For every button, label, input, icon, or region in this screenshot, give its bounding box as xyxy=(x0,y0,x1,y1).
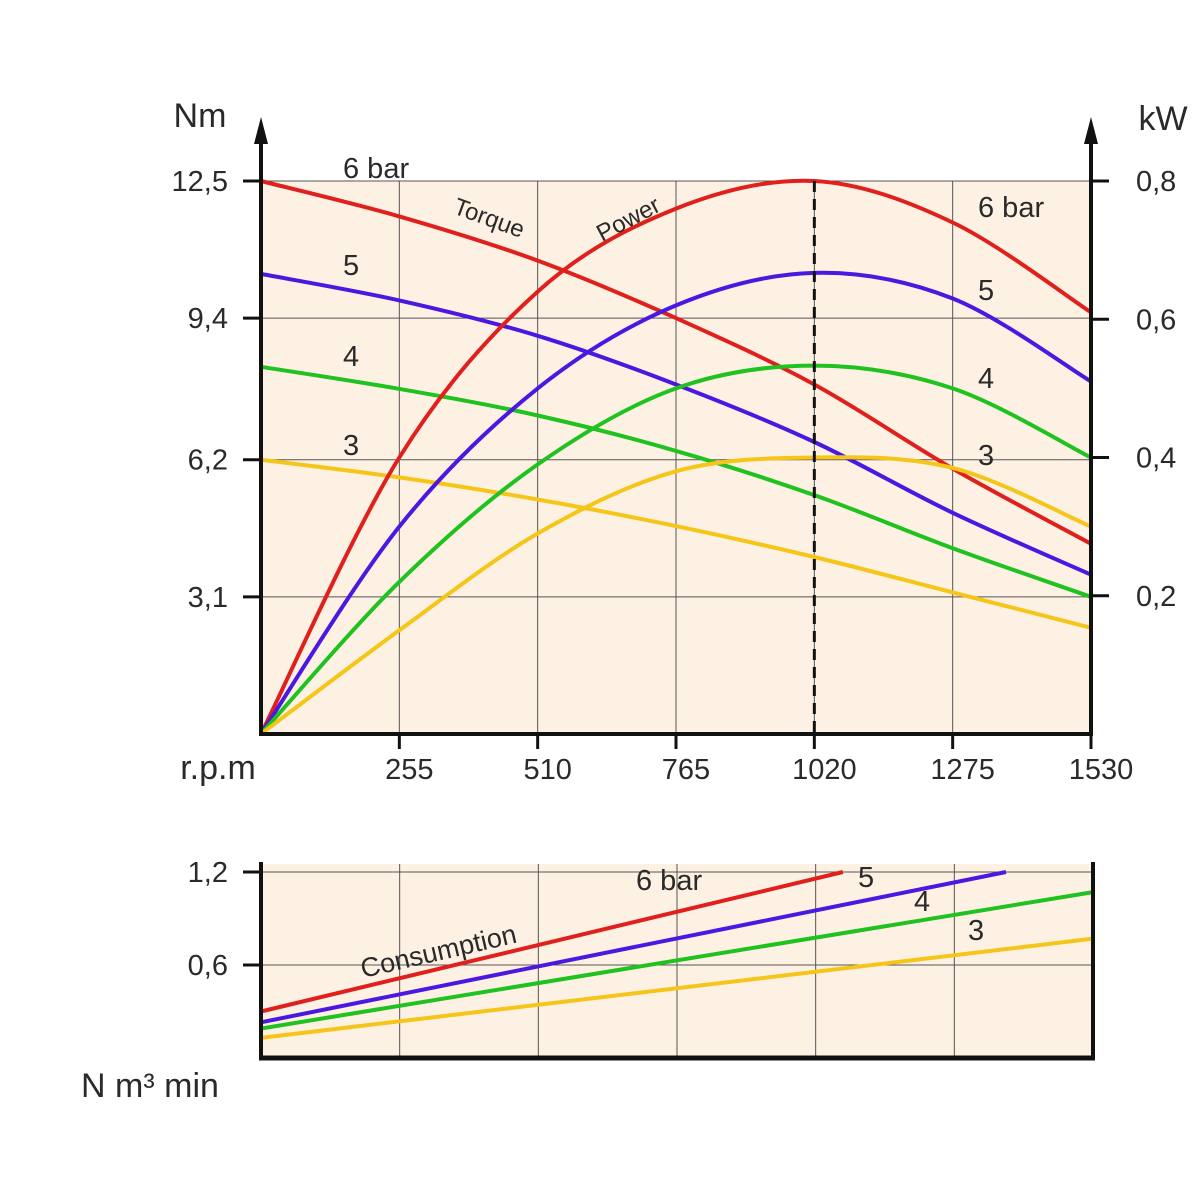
torque-label-6bar: 6 bar xyxy=(343,153,409,185)
torque-label-4: 4 xyxy=(343,341,359,373)
y-left-tick-label-1: 6,2 xyxy=(188,445,228,477)
power-label-5: 5 xyxy=(978,275,994,307)
consumption-line-0 xyxy=(260,870,844,1014)
y-right-tick-label-1: 0,4 xyxy=(1136,443,1176,475)
x-tick-label-5: 1530 xyxy=(1069,754,1134,786)
power-label-6bar: 6 bar xyxy=(978,192,1044,224)
consumption-label-3: 3 xyxy=(968,915,984,947)
consumption-curves xyxy=(260,870,1094,1040)
power-curve-1 xyxy=(259,270,1093,736)
power-curve-3 xyxy=(259,455,1092,736)
x-axis-label: r.p.m xyxy=(180,749,256,787)
consumption-line-1 xyxy=(260,870,1007,1025)
y-axis-left-label: Nm xyxy=(174,97,227,135)
torque-curve-3 xyxy=(260,457,1092,630)
y-right-tick-label-0: 0,2 xyxy=(1136,581,1176,613)
power-label-3: 3 xyxy=(978,440,994,472)
consumption-chart: 0,61,2 N m³ min 6 bar 5 4 3 Consumption xyxy=(81,857,1095,1105)
consumption-line-2 xyxy=(260,890,1094,1031)
x-tick-label-4: 1275 xyxy=(930,754,995,786)
consumption-axes xyxy=(259,862,1095,1061)
consumption-label-6bar: 6 bar xyxy=(636,865,702,897)
y-left-tick-label-3: 12,5 xyxy=(172,166,228,198)
main-curves xyxy=(259,178,1093,736)
torque-curve-1 xyxy=(260,271,1092,577)
torque-label-3: 3 xyxy=(343,430,359,462)
consumption-line-3 xyxy=(260,936,1094,1040)
main-chart: 255 510 765 1020 1275 1530 3,1 6,2 9,4 12,5 0,2 0,4… xyxy=(172,97,1188,787)
torque-curve-2 xyxy=(260,364,1092,599)
y-right-tick-label-2: 0,6 xyxy=(1136,304,1176,336)
power-curve-0 xyxy=(259,178,1093,735)
consumption-ticks: 0,6 1,2 xyxy=(188,857,261,982)
x-tick-label-1: 510 xyxy=(523,754,571,786)
x-tick-label-2: 765 xyxy=(662,754,710,786)
power-label-4: 4 xyxy=(978,363,994,395)
x-tick-label-0: 255 xyxy=(385,754,433,786)
y-axis-right-arrow xyxy=(1084,117,1098,144)
power-curve-2 xyxy=(259,363,1092,736)
consumption-label-4: 4 xyxy=(914,886,930,918)
cons-y-tick-label-1: 1,2 xyxy=(188,857,228,889)
consumption-y-label: N m³ min xyxy=(81,1067,219,1105)
y-left-tick-label-0: 3,1 xyxy=(188,582,228,614)
y-axis-right-label: kW xyxy=(1138,100,1187,138)
main-ticks: 255 510 765 1020 1275 1530 3,1 6,2 9,4 12,5 0,2 0,4… xyxy=(172,166,1177,786)
y-left-tick-label-2: 9,4 xyxy=(188,303,228,335)
cons-y-tick-label-0: 0,6 xyxy=(188,950,228,982)
y-right-tick-label-3: 0,8 xyxy=(1136,166,1176,198)
torque-label-5: 5 xyxy=(343,250,359,282)
consumption-label-5: 5 xyxy=(858,862,874,894)
y-axis-left-arrow xyxy=(254,117,268,144)
x-tick-label-3: 1020 xyxy=(792,754,857,786)
